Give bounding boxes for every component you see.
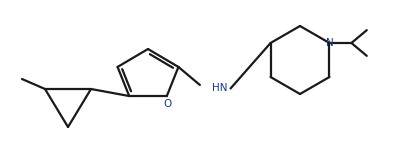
Text: O: O: [163, 99, 172, 109]
Text: N: N: [326, 38, 333, 48]
Text: HN: HN: [212, 83, 227, 93]
